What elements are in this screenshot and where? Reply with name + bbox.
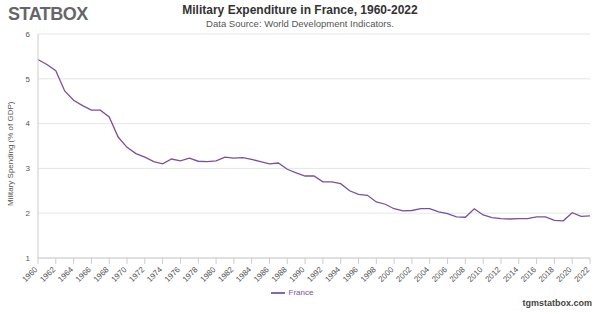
svg-text:2004: 2004 xyxy=(412,265,431,284)
svg-text:1986: 1986 xyxy=(252,265,271,284)
html-text:STATBOX: STATBOX xyxy=(8,4,88,24)
svg-text:1994: 1994 xyxy=(323,265,342,284)
svg-text:1998: 1998 xyxy=(359,265,378,284)
svg-text:1990: 1990 xyxy=(288,265,307,284)
svg-text:1978: 1978 xyxy=(181,265,200,284)
svg-text:2008: 2008 xyxy=(448,265,467,284)
svg-text:2: 2 xyxy=(26,209,31,218)
svg-text:2016: 2016 xyxy=(519,265,538,284)
svg-text:2010: 2010 xyxy=(466,265,485,284)
svg-text:Military Spending (% of GDP): Military Spending (% of GDP) xyxy=(6,101,15,206)
svg-text:1988: 1988 xyxy=(270,265,289,284)
svg-text:1974: 1974 xyxy=(145,265,164,284)
svg-text:2000: 2000 xyxy=(377,265,396,284)
svg-text:3: 3 xyxy=(26,164,31,173)
svg-text:1976: 1976 xyxy=(163,265,182,284)
svg-text:5: 5 xyxy=(26,75,31,84)
svg-text:2018: 2018 xyxy=(537,265,556,284)
svg-text:1992: 1992 xyxy=(305,265,324,284)
svg-text:2014: 2014 xyxy=(501,265,520,284)
svg-text:1972: 1972 xyxy=(127,265,146,284)
svg-text:1962: 1962 xyxy=(38,265,57,284)
html-text:Military Expenditure in France: Military Expenditure in France, 1960-202… xyxy=(182,3,418,17)
svg-text:2022: 2022 xyxy=(572,265,591,284)
svg-text:1970: 1970 xyxy=(109,265,128,284)
svg-text:1980: 1980 xyxy=(199,265,218,284)
svg-text:2002: 2002 xyxy=(394,265,413,284)
html-text:France: France xyxy=(288,288,314,298)
svg-text:4: 4 xyxy=(26,119,31,128)
svg-text:1966: 1966 xyxy=(74,265,93,284)
svg-text:6: 6 xyxy=(26,30,31,39)
svg-text:2006: 2006 xyxy=(430,265,449,284)
svg-text:1964: 1964 xyxy=(56,265,75,284)
html-text:tgmstatbox.com: tgmstatbox.com xyxy=(522,298,592,308)
svg-text:1984: 1984 xyxy=(234,265,253,284)
html-text:Data Source: World Development: Data Source: World Development Indicator… xyxy=(206,18,394,29)
svg-text:1: 1 xyxy=(26,254,31,263)
svg-text:1996: 1996 xyxy=(341,265,360,284)
svg-text:1982: 1982 xyxy=(216,265,235,284)
svg-text:1960: 1960 xyxy=(20,265,39,284)
svg-text:1968: 1968 xyxy=(92,265,111,284)
svg-text:2020: 2020 xyxy=(555,265,574,284)
svg-text:2012: 2012 xyxy=(483,265,502,284)
